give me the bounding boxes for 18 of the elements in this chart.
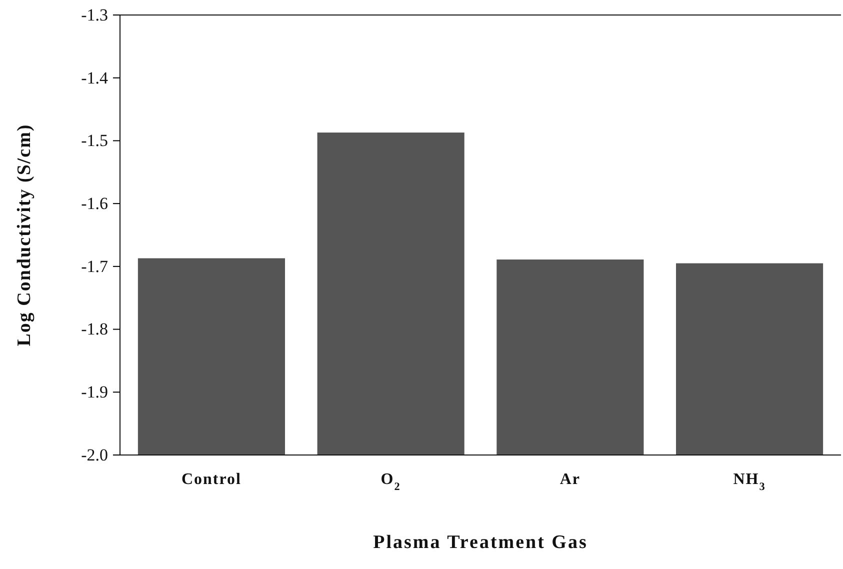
y-tick-label: -1.4 (81, 68, 108, 88)
x-tick-label: NH$_{3}$ (733, 471, 766, 493)
y-tick-label: -1.7 (81, 256, 108, 276)
x-tick-label: O$_{2}$ (380, 471, 401, 493)
x-tick-label: Ar (560, 471, 581, 488)
y-tick-label: -1.8 (81, 320, 108, 339)
bar (496, 260, 644, 455)
y-tick-label: -1.5 (81, 131, 108, 150)
y-tick-label: -1.6 (81, 194, 108, 214)
y-axis-title: Log Conductivity (S/cm) (14, 124, 35, 346)
y-tick-label: -1.3 (81, 5, 108, 24)
y-tick-label: -2.0 (81, 445, 108, 464)
bar (138, 258, 286, 455)
y-tick-label: -1.9 (81, 382, 108, 402)
x-tick-label: Control (181, 471, 242, 488)
bar (676, 263, 824, 455)
x-axis-title: Plasma Treatment Gas (373, 532, 588, 553)
bar (317, 132, 464, 455)
